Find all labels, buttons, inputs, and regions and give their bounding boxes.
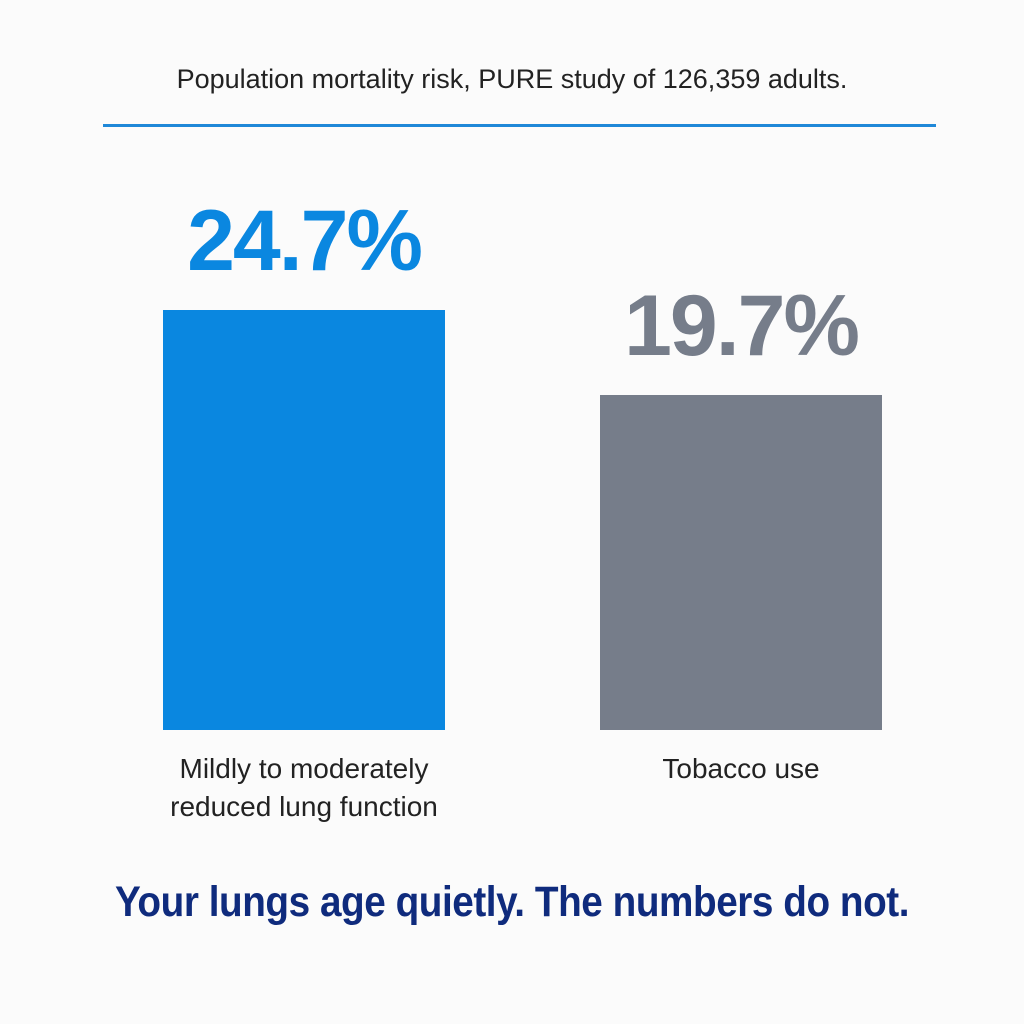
chart-title: Population mortality risk, PURE study of… bbox=[176, 64, 848, 94]
value-label: 24.7% bbox=[187, 193, 423, 290]
value-label: 19.7% bbox=[624, 278, 860, 375]
bar bbox=[163, 310, 445, 730]
bar bbox=[600, 395, 882, 730]
category-label: Tobacco use bbox=[662, 753, 820, 784]
annotation: Your lungs age quietly. The numbers do n… bbox=[114, 878, 910, 926]
divider bbox=[103, 124, 936, 127]
category-label: Mildly to moderately reduced lung functi… bbox=[170, 753, 438, 822]
